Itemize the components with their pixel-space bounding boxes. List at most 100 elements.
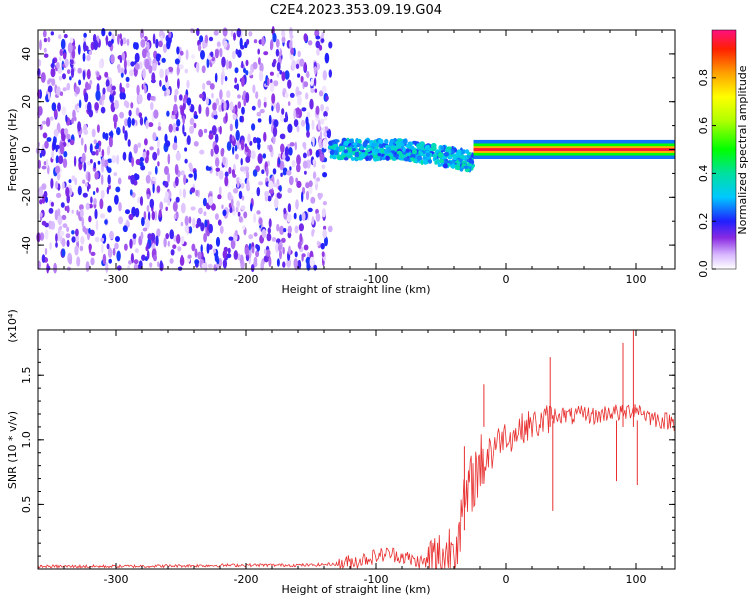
spectrogram-cell <box>85 81 89 91</box>
spectrogram-cell <box>100 237 105 242</box>
spectrogram-cell <box>164 133 168 143</box>
spectrogram-cell <box>149 262 153 268</box>
spectrogram-cell <box>152 177 157 182</box>
spectrogram-cell <box>214 49 219 59</box>
spectrogram-cell <box>240 158 243 166</box>
spectrogram-cell <box>437 152 444 158</box>
spectrogram-cell <box>352 142 358 146</box>
spectrogram-cell <box>273 119 279 128</box>
spectrogram-cell <box>425 150 430 154</box>
spectrogram-cell <box>302 160 308 169</box>
spectrogram-cell <box>167 153 171 165</box>
spectrogram-cell <box>236 28 242 38</box>
spectrogram-cell <box>124 130 128 141</box>
spectrogram-cell <box>72 45 76 51</box>
colorbar-tick-label: 0.0 <box>697 260 710 278</box>
spectrogram-cell <box>179 256 185 266</box>
spectrogram-cell <box>57 66 63 75</box>
spectrogram-cell <box>55 146 58 153</box>
spectrogram-cell <box>268 256 272 268</box>
spectrogram-cell <box>360 152 366 158</box>
spectrogram-cell <box>253 256 258 264</box>
spectrogram-cell <box>280 143 285 154</box>
spectrogram-cell <box>73 155 77 167</box>
spectrogram-cell <box>311 229 314 237</box>
spectrogram-cell <box>288 245 291 255</box>
spectrogram-cell <box>123 58 127 70</box>
spectrogram-cell <box>65 114 68 123</box>
spectrogram-cell <box>302 141 307 148</box>
spectrogram-cell <box>263 51 269 56</box>
figure-title: C2E4.2023.353.09.19.G04 <box>270 3 442 18</box>
spectrogram-cell <box>320 38 325 43</box>
spectrogram-cell <box>133 259 139 265</box>
spectrogram-cell <box>224 171 229 177</box>
spectrogram-cell <box>324 116 327 121</box>
x-tick-label: 0 <box>503 273 510 286</box>
spectrogram-cell <box>58 75 63 81</box>
spectrogram-cell <box>293 108 296 120</box>
spectrogram-cell <box>106 165 109 171</box>
spectrogram-cell <box>125 76 130 82</box>
spectrogram-cell <box>182 123 185 135</box>
spectrogram-cell <box>275 48 280 57</box>
spectrogram-cell <box>196 62 200 73</box>
spectrogram-cell <box>140 231 144 240</box>
spectrogram-cell <box>122 125 125 134</box>
spectrogram-cell <box>278 185 282 192</box>
spectrogram-cell <box>206 80 212 86</box>
spectrogram-cell <box>289 142 295 147</box>
spectrogram-cell <box>322 229 327 239</box>
spectrogram-cell <box>273 80 279 87</box>
spectrogram-cell <box>161 57 166 63</box>
spectrogram-cell <box>61 248 66 257</box>
x-tick-label: -200 <box>234 273 259 286</box>
spectrogram-cell <box>256 210 261 215</box>
spectrogram-cell <box>233 250 238 260</box>
spectrogram-cell <box>456 149 462 156</box>
spectrogram-cell <box>57 102 61 112</box>
spectrogram-cell <box>94 171 99 180</box>
spectrogram-cell <box>286 213 292 223</box>
spectrogram-cell <box>233 32 236 41</box>
spectrogram-cell <box>297 73 301 78</box>
spectrogram-cell <box>321 31 325 38</box>
spectrogram-cell <box>375 156 381 162</box>
spectrogram-cell <box>395 153 400 160</box>
spectrogram-cell <box>399 153 405 159</box>
spectrogram-cell <box>288 175 294 186</box>
spectrogram-cell <box>130 253 134 264</box>
spectrogram-cell <box>322 201 327 206</box>
spectrogram-cell <box>172 244 177 249</box>
spectrogram-cell <box>75 86 80 95</box>
spectrogram-cell <box>65 233 71 239</box>
spectrogram-cell <box>237 101 242 109</box>
spectrogram-cell <box>131 118 135 126</box>
spectrogram-cell <box>229 134 233 144</box>
spectrogram-cell <box>261 228 267 239</box>
spectrogram-cell <box>438 159 445 164</box>
spectrogram-cell <box>249 70 253 76</box>
spectrogram-cell <box>287 123 293 133</box>
spectrogram-cell <box>246 38 250 45</box>
spectrogram-cell <box>167 190 172 200</box>
spectrogram-cell <box>169 229 174 240</box>
spectrogram-cell <box>50 221 56 230</box>
spectrogram-cell <box>299 214 303 222</box>
spectrogram-cell <box>45 196 48 203</box>
spectrogram-cell <box>180 170 185 176</box>
spectrogram-cell <box>273 197 279 209</box>
spectrogram-cell <box>183 94 188 101</box>
spectrogram-cell <box>114 194 119 205</box>
spectrogram-cell <box>184 68 188 74</box>
spectrogram-cell <box>145 218 150 230</box>
spectrogram-cell <box>451 163 455 169</box>
spectrogram-cell <box>324 52 330 64</box>
y-tick-label: 40 <box>20 47 33 61</box>
spectrogram-cell <box>221 56 226 68</box>
spectrogram-cell <box>182 188 186 199</box>
spectrogram-cell <box>445 160 452 165</box>
spectrogram-cell <box>217 194 222 200</box>
spectrogram-cell <box>165 233 169 240</box>
spectrogram-cell <box>350 156 355 161</box>
